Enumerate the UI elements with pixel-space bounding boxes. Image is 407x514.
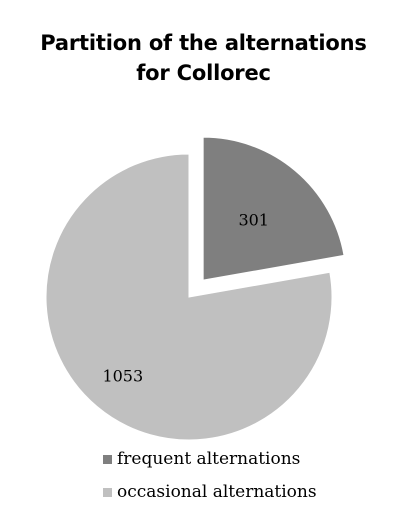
pie-slice-occasional	[45, 153, 333, 441]
chart-title-line-1: Partition of the alternations	[40, 31, 367, 55]
legend-swatch-frequent	[103, 454, 112, 464]
legend: frequent alternations occasional alterna…	[103, 447, 317, 513]
legend-label-occasional: occasional alternations	[117, 482, 317, 502]
data-label-occasional: 1053	[102, 366, 143, 385]
legend-item-occasional: occasional alternations	[103, 480, 317, 504]
chart-title-line-2: for Collorec	[136, 61, 271, 85]
pie-slice-frequent	[202, 136, 345, 281]
chart-title: Partition of the alternations for Collor…	[0, 28, 407, 88]
data-label-frequent: 301	[238, 210, 269, 229]
legend-item-frequent: frequent alternations	[103, 447, 317, 471]
legend-label-frequent: frequent alternations	[117, 449, 301, 469]
legend-swatch-occasional	[103, 487, 112, 497]
